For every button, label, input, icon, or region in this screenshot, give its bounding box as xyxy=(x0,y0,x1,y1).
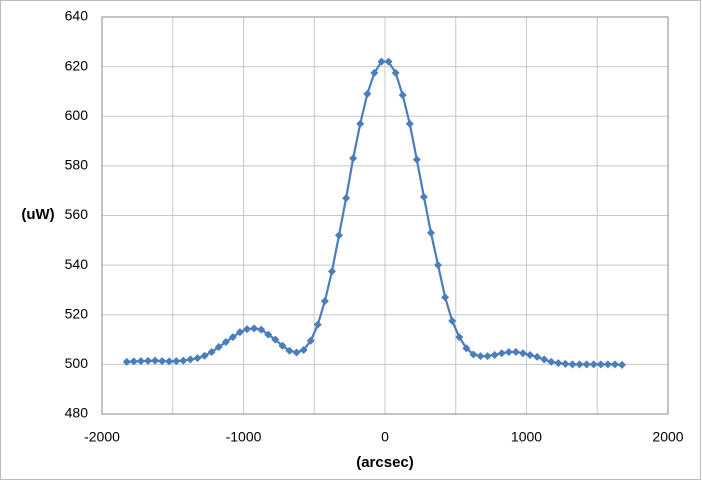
data-marker xyxy=(504,347,513,356)
data-marker xyxy=(533,352,542,361)
data-marker xyxy=(384,57,393,66)
data-marker xyxy=(455,333,464,342)
data-marker xyxy=(306,336,315,345)
data-marker xyxy=(419,192,428,201)
data-marker xyxy=(363,89,372,98)
data-marker xyxy=(596,360,605,369)
x-tick-label: -1000 xyxy=(226,429,262,445)
data-marker xyxy=(349,154,358,163)
data-marker xyxy=(299,345,308,354)
data-marker xyxy=(172,357,181,366)
data-marker xyxy=(426,228,435,237)
y-tick-label: 640 xyxy=(65,8,89,24)
x-tick-label: -2000 xyxy=(84,429,120,445)
plot-border xyxy=(101,16,669,415)
data-marker xyxy=(264,330,273,339)
data-marker xyxy=(441,293,450,302)
data-marker xyxy=(214,343,223,352)
data-marker xyxy=(589,360,598,369)
data-marker xyxy=(193,354,202,363)
data-marker xyxy=(476,352,485,361)
data-marker xyxy=(490,350,499,359)
data-marker xyxy=(398,91,407,100)
y-tick-label: 600 xyxy=(65,107,89,123)
data-marker xyxy=(313,320,322,329)
data-marker xyxy=(335,231,344,240)
data-marker xyxy=(554,359,563,368)
data-marker xyxy=(483,352,492,361)
data-marker xyxy=(271,335,280,344)
data-marker xyxy=(469,350,478,359)
data-marker xyxy=(250,324,259,333)
data-marker xyxy=(186,355,195,364)
data-marker xyxy=(200,351,209,360)
x-axis-label: (arcsec) xyxy=(356,454,414,471)
y-tick-label: 480 xyxy=(65,405,89,421)
data-marker xyxy=(257,325,266,334)
data-marker xyxy=(122,357,131,366)
data-marker xyxy=(618,360,627,369)
data-marker xyxy=(285,346,294,355)
data-marker xyxy=(158,357,167,366)
data-marker xyxy=(243,325,252,334)
data-marker xyxy=(327,267,336,276)
data-marker xyxy=(129,357,138,366)
y-tick-label: 560 xyxy=(65,206,89,222)
data-marker xyxy=(575,360,584,369)
y-tick-label: 580 xyxy=(65,157,89,173)
data-marker xyxy=(511,347,520,356)
data-marker xyxy=(342,194,351,203)
data-marker xyxy=(143,356,152,365)
data-marker xyxy=(221,338,230,347)
data-marker xyxy=(235,328,244,337)
data-marker xyxy=(518,349,527,358)
data-marker xyxy=(207,347,216,356)
y-tick-label: 500 xyxy=(65,355,89,371)
data-marker xyxy=(582,360,591,369)
x-tick-label: 2000 xyxy=(652,429,683,445)
data-marker xyxy=(179,356,188,365)
data-marker xyxy=(540,355,549,364)
data-marker xyxy=(165,357,174,366)
x-tick-label: 1000 xyxy=(511,429,542,445)
data-marker xyxy=(151,356,160,365)
data-marker xyxy=(434,261,443,270)
data-marker xyxy=(568,360,577,369)
data-marker xyxy=(547,357,556,366)
data-marker xyxy=(228,333,237,342)
y-tick-label: 620 xyxy=(65,57,89,73)
data-marker xyxy=(391,68,400,77)
data-marker xyxy=(561,359,570,368)
y-tick-label: 520 xyxy=(65,305,89,321)
data-marker xyxy=(292,348,301,357)
data-marker xyxy=(412,155,421,164)
data-marker xyxy=(278,341,287,350)
data-marker xyxy=(370,68,379,77)
x-tick-label: 0 xyxy=(381,429,389,445)
data-marker xyxy=(526,350,535,359)
data-marker xyxy=(497,349,506,358)
data-marker xyxy=(136,357,145,366)
y-axis-label: (uW) xyxy=(21,206,54,223)
y-tick-label: 540 xyxy=(65,256,89,272)
data-marker xyxy=(448,316,457,325)
data-marker xyxy=(462,344,471,353)
data-marker xyxy=(320,297,329,306)
data-marker xyxy=(603,360,612,369)
data-marker xyxy=(377,57,386,66)
data-marker xyxy=(610,360,619,369)
data-marker xyxy=(405,119,414,128)
data-marker xyxy=(356,119,365,128)
